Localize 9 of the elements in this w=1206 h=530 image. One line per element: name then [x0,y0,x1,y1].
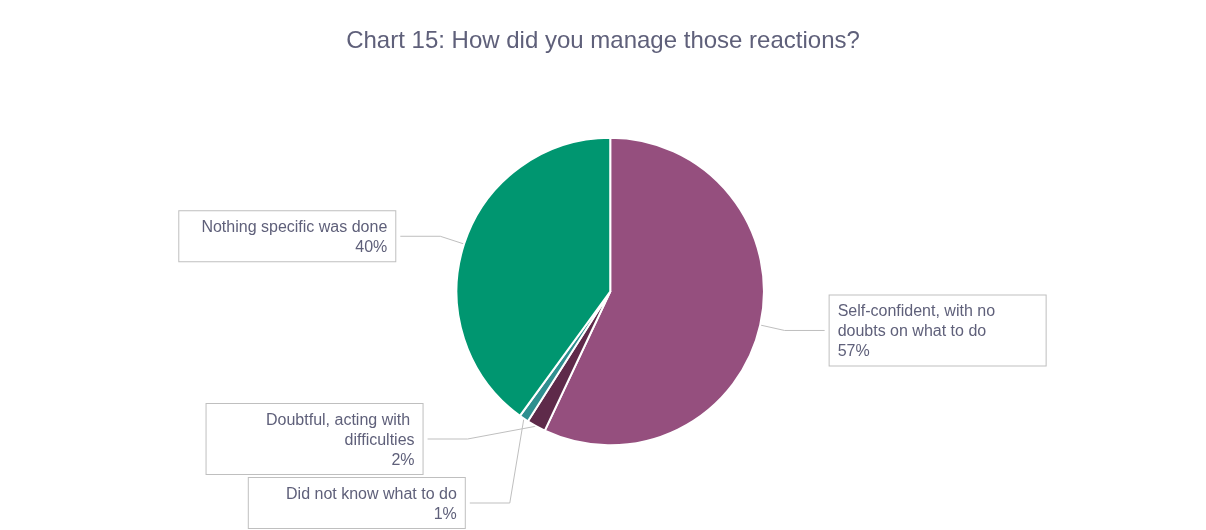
slice-label: Doubtful, acting with difficulties [266,410,415,448]
slice-label: Did not know what to do [286,484,457,502]
slice-label: Self-confident, with no doubts on what to do [837,301,1000,339]
data-label: 2% [391,450,415,468]
data-label: 57% [837,341,870,359]
data-label: 40% [355,237,388,255]
chart-title: Chart 15: How did you manage those reactions? [346,25,860,53]
slice-label: Nothing specific was done [201,217,388,235]
data-label: 1% [433,504,457,522]
